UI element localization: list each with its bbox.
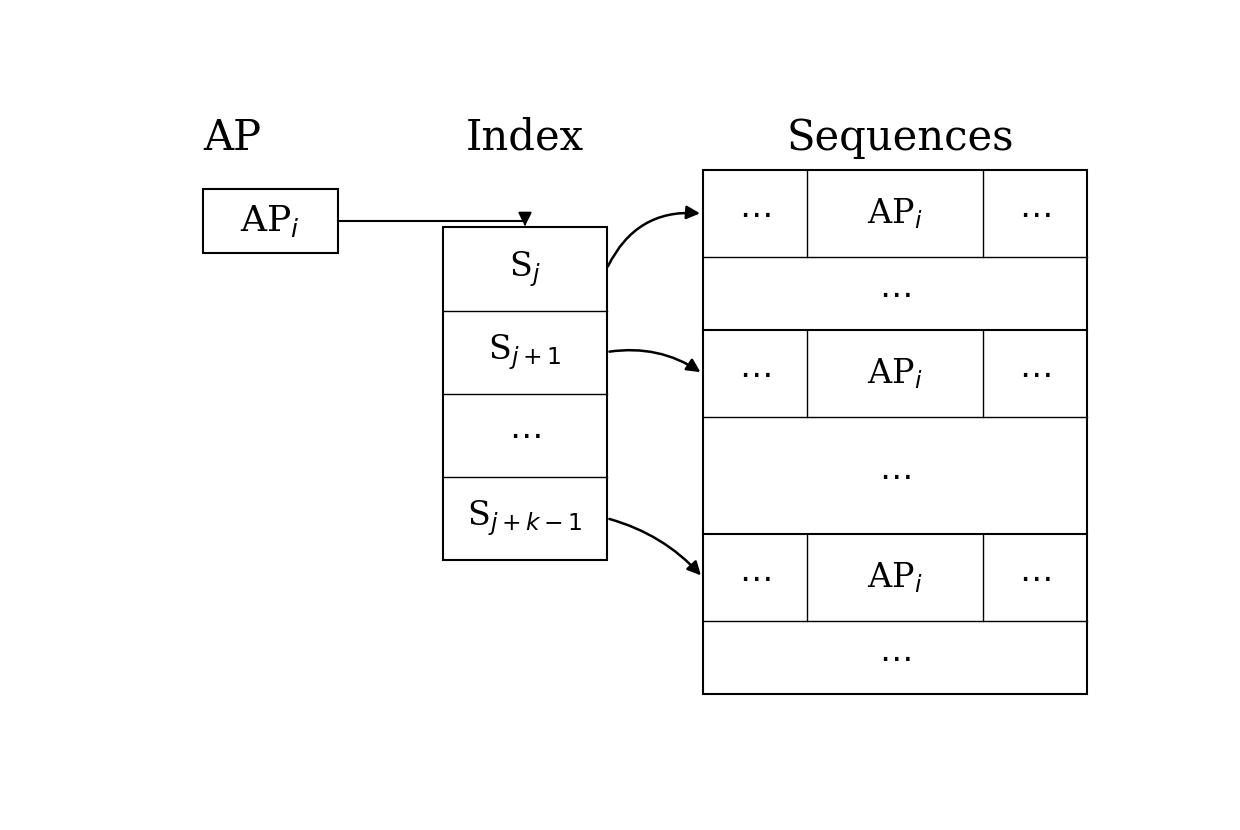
Text: $\cdots$: $\cdots$	[1019, 358, 1052, 390]
FancyArrowPatch shape	[608, 207, 697, 266]
FancyArrowPatch shape	[609, 519, 699, 574]
Text: AP$_i$: AP$_i$	[241, 203, 300, 239]
Text: $\cdots$: $\cdots$	[1019, 198, 1052, 230]
Text: $\cdots$: $\cdots$	[879, 278, 910, 310]
Text: $\cdots$: $\cdots$	[510, 419, 541, 452]
Text: $\cdots$: $\cdots$	[879, 642, 910, 674]
Text: AP$_i$: AP$_i$	[867, 356, 923, 391]
Text: S$_{j+k-1}$: S$_{j+k-1}$	[467, 498, 583, 538]
Text: S$_{j+1}$: S$_{j+1}$	[489, 332, 562, 372]
Text: AP$_i$: AP$_i$	[867, 560, 923, 595]
Text: $\cdots$: $\cdots$	[739, 358, 770, 390]
Text: Index: Index	[466, 117, 584, 159]
Text: AP$_i$: AP$_i$	[867, 196, 923, 231]
Bar	[203, 189, 337, 253]
Text: AP: AP	[203, 117, 260, 159]
Text: $\cdots$: $\cdots$	[1019, 562, 1052, 593]
Bar	[444, 227, 606, 559]
Bar	[703, 170, 1087, 694]
FancyArrowPatch shape	[609, 350, 698, 371]
Text: $\cdots$: $\cdots$	[739, 198, 770, 230]
Text: Sequences: Sequences	[786, 117, 1013, 159]
Text: $\cdots$: $\cdots$	[879, 460, 910, 491]
Text: $\cdots$: $\cdots$	[739, 562, 770, 593]
Text: S$_j$: S$_j$	[510, 249, 541, 289]
